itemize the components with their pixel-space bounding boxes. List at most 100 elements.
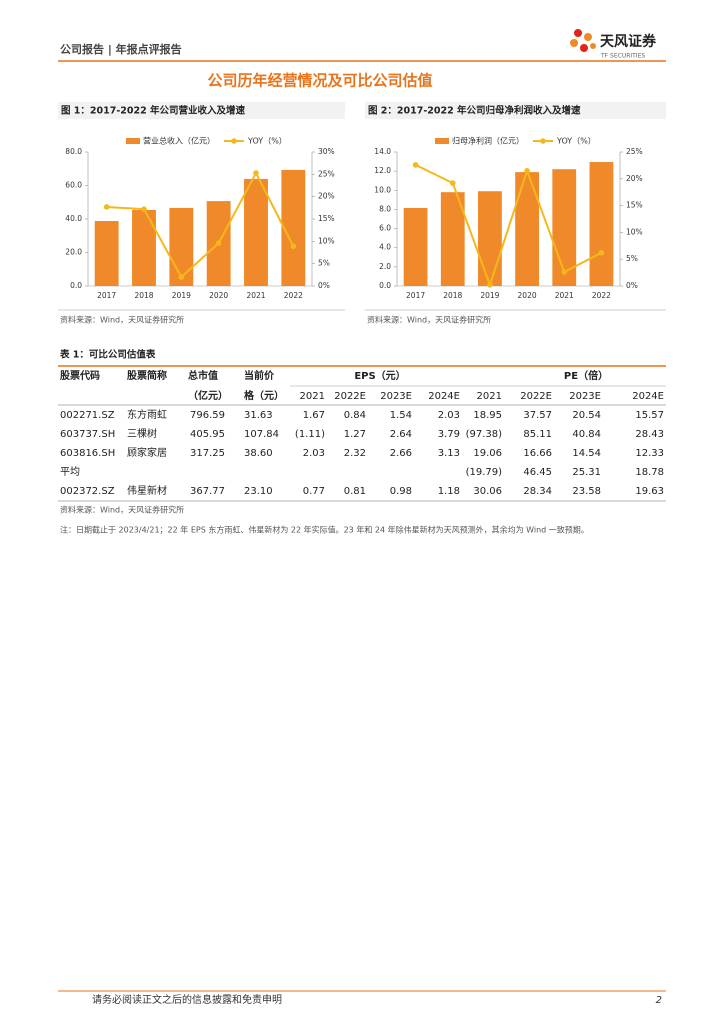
- table-cell: (19.79): [466, 467, 503, 478]
- y-tick-label: 8.0: [379, 204, 391, 213]
- table-cell: 31.63: [244, 410, 273, 421]
- table-cell: 23.58: [572, 486, 601, 497]
- table-cell: 伟星新材: [127, 484, 167, 497]
- y-tick-label: 60.0: [65, 181, 82, 190]
- table-cell: 1.67: [303, 410, 325, 421]
- table-cell: 1.27: [344, 429, 366, 440]
- header-section: 公司报告 | 年报点评报告: [60, 42, 182, 56]
- table-cell: 23.10: [244, 486, 273, 497]
- y2-tick-label: 5%: [626, 254, 638, 263]
- table-cell: 796.59: [190, 410, 225, 421]
- y-tick-label: 12.0: [374, 166, 391, 175]
- table-cell: 0.84: [344, 410, 366, 421]
- table-header: 格（元）: [244, 389, 284, 402]
- table-cell: 3.13: [438, 448, 460, 459]
- table-cell: 002271.SZ: [60, 410, 115, 421]
- table-cell: (97.38): [466, 429, 503, 440]
- bar: [515, 172, 539, 286]
- caption-bg: [365, 102, 666, 119]
- line-point: [598, 249, 605, 256]
- y-tick-label: 0.0: [379, 281, 391, 290]
- bar: [132, 209, 156, 286]
- x-tick-label: 2022: [284, 291, 303, 300]
- table-note: 注：日期截止于 2023/4/21；22 年 EPS 东方雨虹、伟星新材为 22…: [60, 525, 589, 535]
- table-cell: 1.54: [390, 410, 412, 421]
- bar: [440, 192, 465, 286]
- table-cell: 东方雨虹: [127, 408, 167, 421]
- line-point: [215, 240, 222, 246]
- bar: [281, 169, 306, 286]
- line-point: [290, 243, 297, 250]
- legend-label: 营业总收入（亿元）: [143, 136, 215, 146]
- y2-tick-label: 25%: [318, 169, 335, 178]
- line-point: [524, 167, 530, 174]
- table-header: PE（倍）: [564, 369, 608, 382]
- y-tick-label: 20.0: [65, 248, 82, 257]
- y2-tick-label: 15%: [318, 214, 335, 223]
- table-header: EPS（元）: [354, 369, 405, 382]
- table-cell: 18.95: [473, 410, 502, 421]
- line-point: [412, 162, 419, 168]
- legend-label: YOY（%）: [556, 137, 596, 146]
- y2-tick-label: 20%: [626, 174, 643, 183]
- logo-mark: [570, 29, 596, 52]
- page-title: 公司历年经营情况及可比公司估值: [207, 72, 432, 90]
- table-cell: 15.57: [635, 410, 664, 421]
- y-tick-label: 4.0: [379, 243, 391, 252]
- x-tick-label: 2018: [134, 291, 153, 300]
- x-tick-label: 2021: [246, 291, 265, 300]
- table-cell: 19.63: [635, 486, 664, 497]
- table-header: 股票简称: [127, 369, 167, 382]
- y2-tick-label: 15%: [626, 201, 643, 210]
- table-cell: 46.45: [523, 467, 552, 478]
- table-cell: 三棵树: [127, 427, 157, 440]
- table-cell: 367.77: [190, 486, 225, 497]
- x-tick-label: 2020: [518, 291, 537, 300]
- figure-source: 资料来源：Wind，天风证券研究所: [60, 315, 184, 325]
- line: [415, 163, 602, 288]
- y2-tick-label: 10%: [318, 236, 335, 245]
- caption-bg: [58, 102, 345, 119]
- y-tick-label: 10.0: [374, 185, 391, 194]
- table-cell: (1.11): [295, 429, 325, 440]
- table-cell: 0.81: [344, 486, 366, 497]
- table-cell: 405.95: [190, 429, 225, 440]
- table-cell: 002372.SZ: [60, 486, 115, 497]
- line-point: [561, 269, 568, 275]
- table-cell: 12.33: [635, 448, 664, 459]
- table-cell: 2.64: [390, 429, 412, 440]
- table-header: 2023E: [380, 391, 412, 402]
- logo-text: 天风证券: [600, 33, 657, 50]
- bar: [244, 178, 268, 286]
- x-tick-label: 2018: [443, 291, 462, 300]
- figure-source: 资料来源：Wind，天风证券研究所: [367, 315, 491, 325]
- table-cell: 40.84: [572, 429, 601, 440]
- legend-point: [540, 138, 546, 144]
- line-point: [253, 170, 259, 176]
- table-cell: 2.32: [344, 448, 366, 459]
- figure-caption: 图 1：2017-2022 年公司营业收入及增速: [61, 105, 246, 117]
- line-point: [487, 282, 493, 288]
- table-cell: 3.79: [438, 429, 460, 440]
- table-cell: 25.31: [572, 467, 601, 478]
- x-tick-label: 2021: [555, 291, 574, 300]
- table-cell: 30.06: [473, 486, 502, 497]
- table-cell: 85.11: [523, 429, 552, 440]
- table-cell: 19.06: [473, 448, 502, 459]
- table-cell: 603737.SH: [60, 429, 115, 440]
- y2-tick-label: 0%: [626, 281, 638, 290]
- bar: [478, 191, 502, 286]
- table-header: 股票代码: [60, 369, 100, 382]
- table-cell: 18.78: [635, 467, 664, 478]
- table-cell: 0.98: [390, 486, 412, 497]
- legend-label: YOY（%）: [247, 137, 287, 146]
- x-tick-label: 2019: [172, 291, 191, 300]
- line-point: [178, 274, 185, 280]
- y-tick-label: 14.0: [374, 147, 391, 156]
- table-cell: 38.60: [244, 448, 273, 459]
- bar: [589, 162, 614, 286]
- table-cell: 20.54: [572, 410, 601, 421]
- table-header: 2024E: [428, 391, 460, 402]
- table-cell: 28.34: [523, 486, 552, 497]
